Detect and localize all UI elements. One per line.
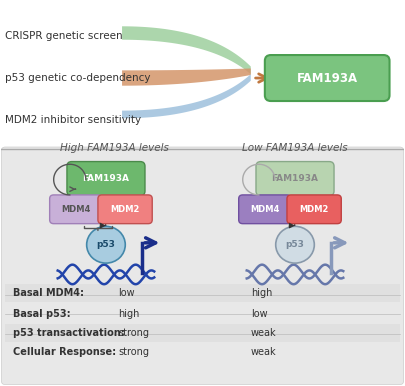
Text: High FAM193A levels: High FAM193A levels xyxy=(60,143,168,153)
FancyBboxPatch shape xyxy=(287,195,341,223)
Text: FAM193A: FAM193A xyxy=(271,174,318,183)
FancyBboxPatch shape xyxy=(239,195,291,223)
Text: strong: strong xyxy=(118,347,149,357)
Text: p53 genetic co-dependency: p53 genetic co-dependency xyxy=(5,73,151,83)
Polygon shape xyxy=(122,26,251,74)
Circle shape xyxy=(276,226,314,263)
FancyBboxPatch shape xyxy=(5,284,400,302)
Circle shape xyxy=(87,226,125,263)
Text: p53: p53 xyxy=(286,240,305,249)
FancyBboxPatch shape xyxy=(1,147,404,384)
FancyBboxPatch shape xyxy=(67,162,145,196)
Text: MDM4: MDM4 xyxy=(250,205,279,214)
Polygon shape xyxy=(122,74,251,118)
Text: weak: weak xyxy=(251,347,276,357)
Text: p53: p53 xyxy=(96,240,115,249)
Text: CRISPR genetic screen: CRISPR genetic screen xyxy=(5,31,123,41)
Text: MDM4: MDM4 xyxy=(61,205,90,214)
FancyBboxPatch shape xyxy=(5,324,400,342)
Text: Cellular Response:: Cellular Response: xyxy=(13,347,117,357)
FancyBboxPatch shape xyxy=(50,195,102,223)
Text: p53 transactivation:: p53 transactivation: xyxy=(13,328,125,338)
Text: Basal MDM4:: Basal MDM4: xyxy=(13,288,85,298)
Text: MDM2: MDM2 xyxy=(300,205,329,214)
Text: FAM193A: FAM193A xyxy=(83,174,130,183)
Text: MDM2: MDM2 xyxy=(111,205,140,214)
FancyBboxPatch shape xyxy=(98,195,152,223)
Text: low: low xyxy=(118,288,134,298)
Text: MDM2 inhibitor sensitivity: MDM2 inhibitor sensitivity xyxy=(5,115,141,125)
Text: strong: strong xyxy=(118,328,149,338)
Text: low: low xyxy=(251,309,267,319)
FancyBboxPatch shape xyxy=(265,55,390,101)
Text: high: high xyxy=(251,288,272,298)
Text: weak: weak xyxy=(251,328,276,338)
Text: Basal p53:: Basal p53: xyxy=(13,309,71,319)
Text: FAM193A: FAM193A xyxy=(296,71,358,85)
Polygon shape xyxy=(122,68,251,86)
FancyBboxPatch shape xyxy=(256,162,334,196)
Text: Low FAM193A levels: Low FAM193A levels xyxy=(242,143,348,153)
Text: high: high xyxy=(118,309,139,319)
